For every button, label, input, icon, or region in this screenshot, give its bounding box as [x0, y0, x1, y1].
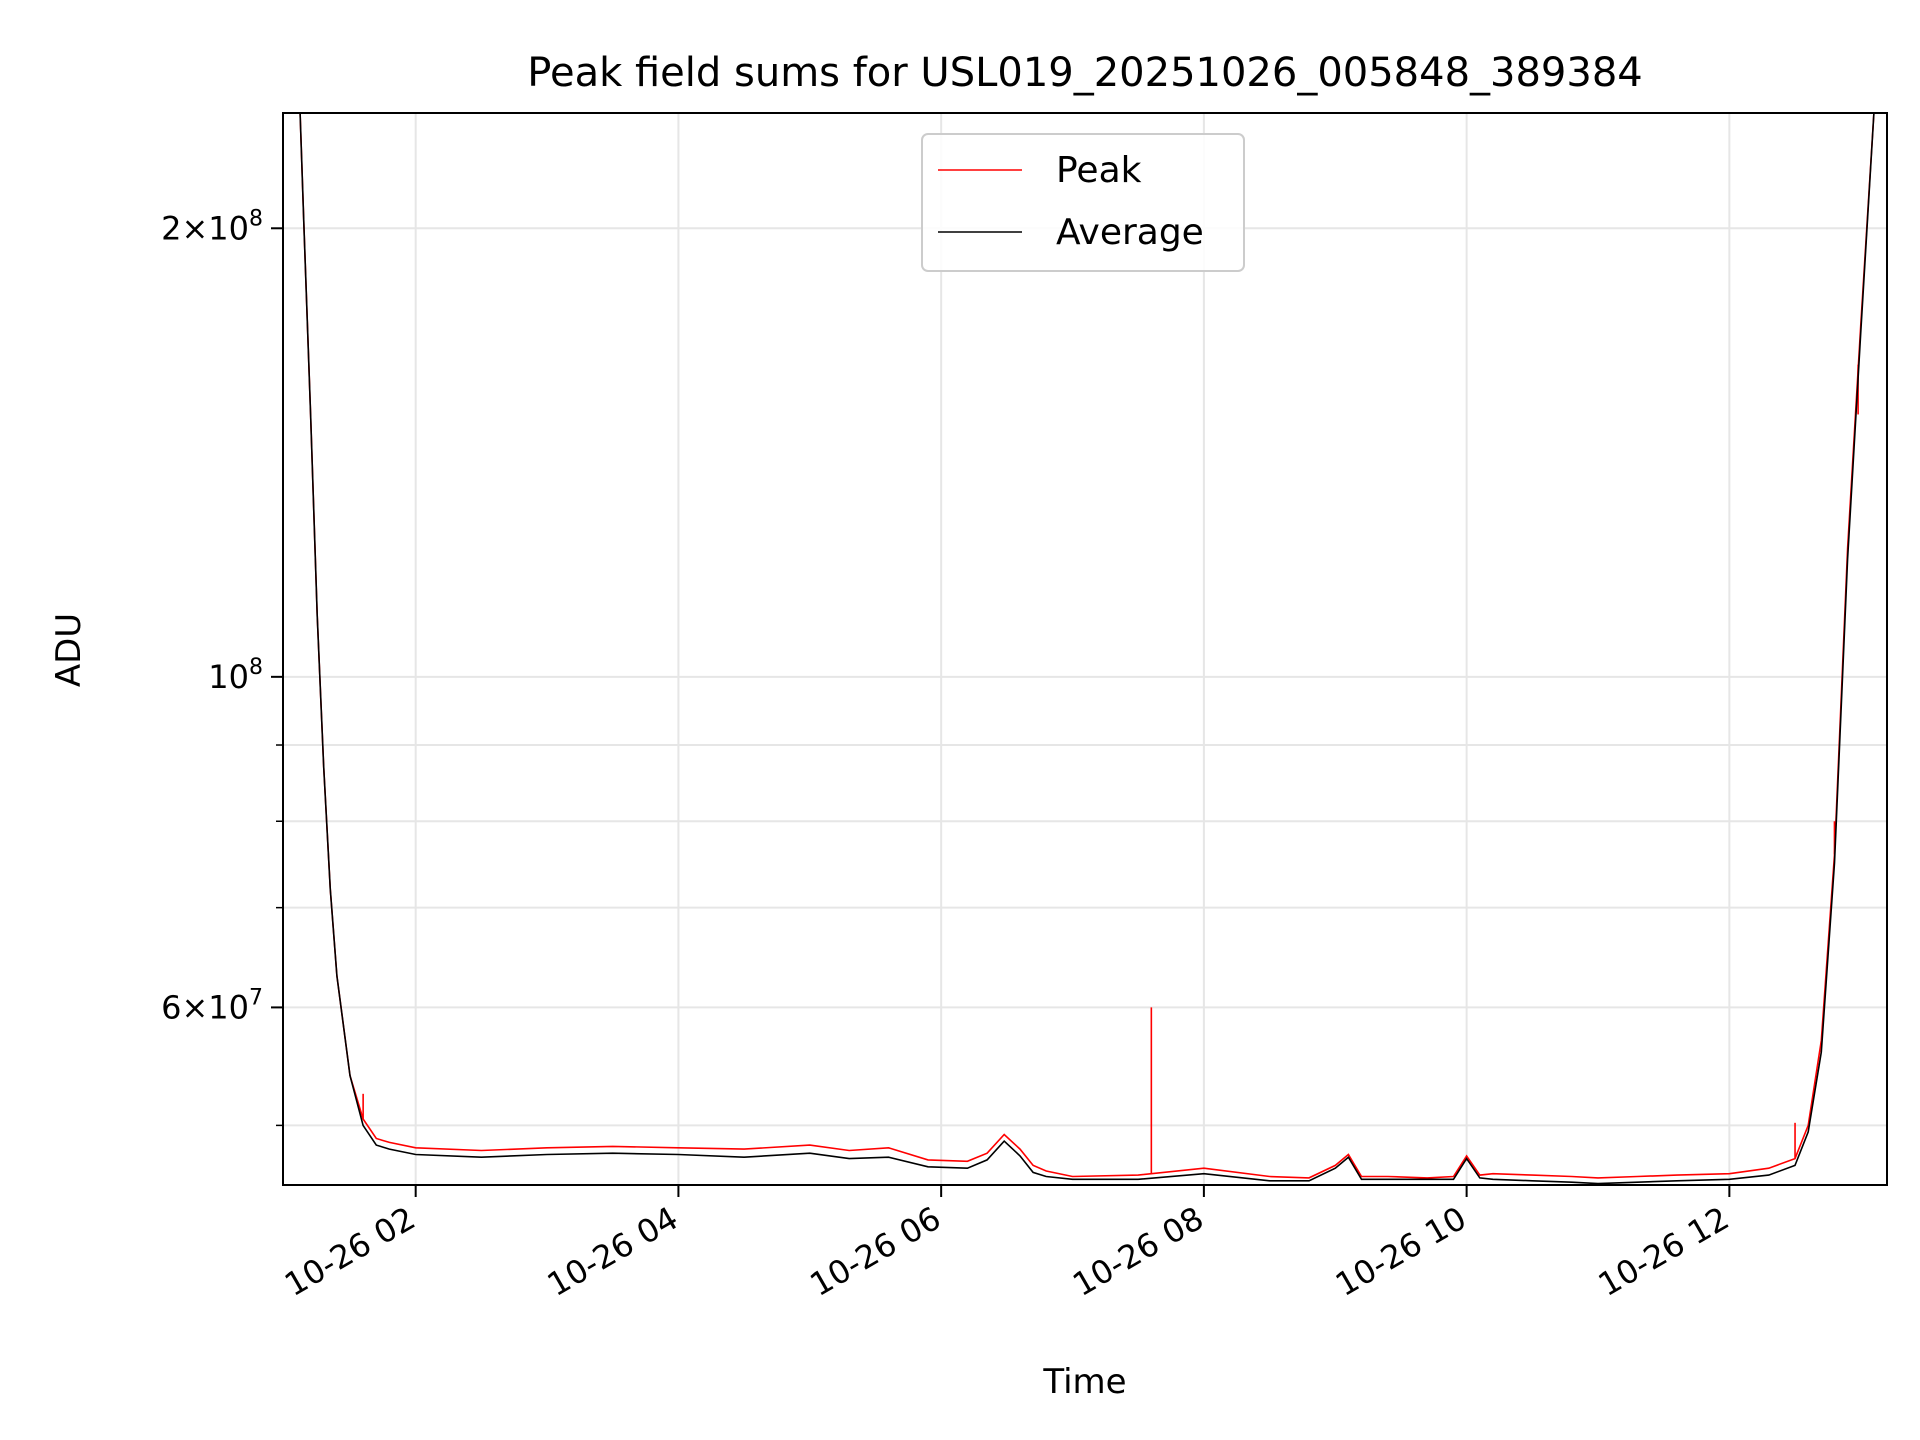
legend: Peak Average: [921, 133, 1245, 272]
y-tick-exponent: 8: [249, 655, 263, 680]
x-axis-label: Time: [1042, 1362, 1126, 1402]
grid: [283, 113, 1887, 1185]
legend-label-peak: Peak: [1056, 150, 1142, 191]
legend-label-average: Average: [1056, 212, 1204, 253]
y-tick-label: 2×108: [161, 206, 263, 247]
y-tick-exponent: 7: [249, 985, 263, 1010]
plot-frame: [282, 112, 1888, 1186]
series-line-average: [299, 113, 1875, 1185]
legend-box: [921, 133, 1245, 272]
y-axis-label: ADU: [49, 613, 89, 687]
series-layer: [299, 113, 1875, 1185]
y-tick-exponent: 8: [249, 206, 263, 231]
y-tick-label: 6×107: [161, 985, 263, 1026]
chart-title: Peak field sums for USL019_20251026_0058…: [527, 50, 1642, 96]
series-line-peak: [299, 113, 1875, 1179]
